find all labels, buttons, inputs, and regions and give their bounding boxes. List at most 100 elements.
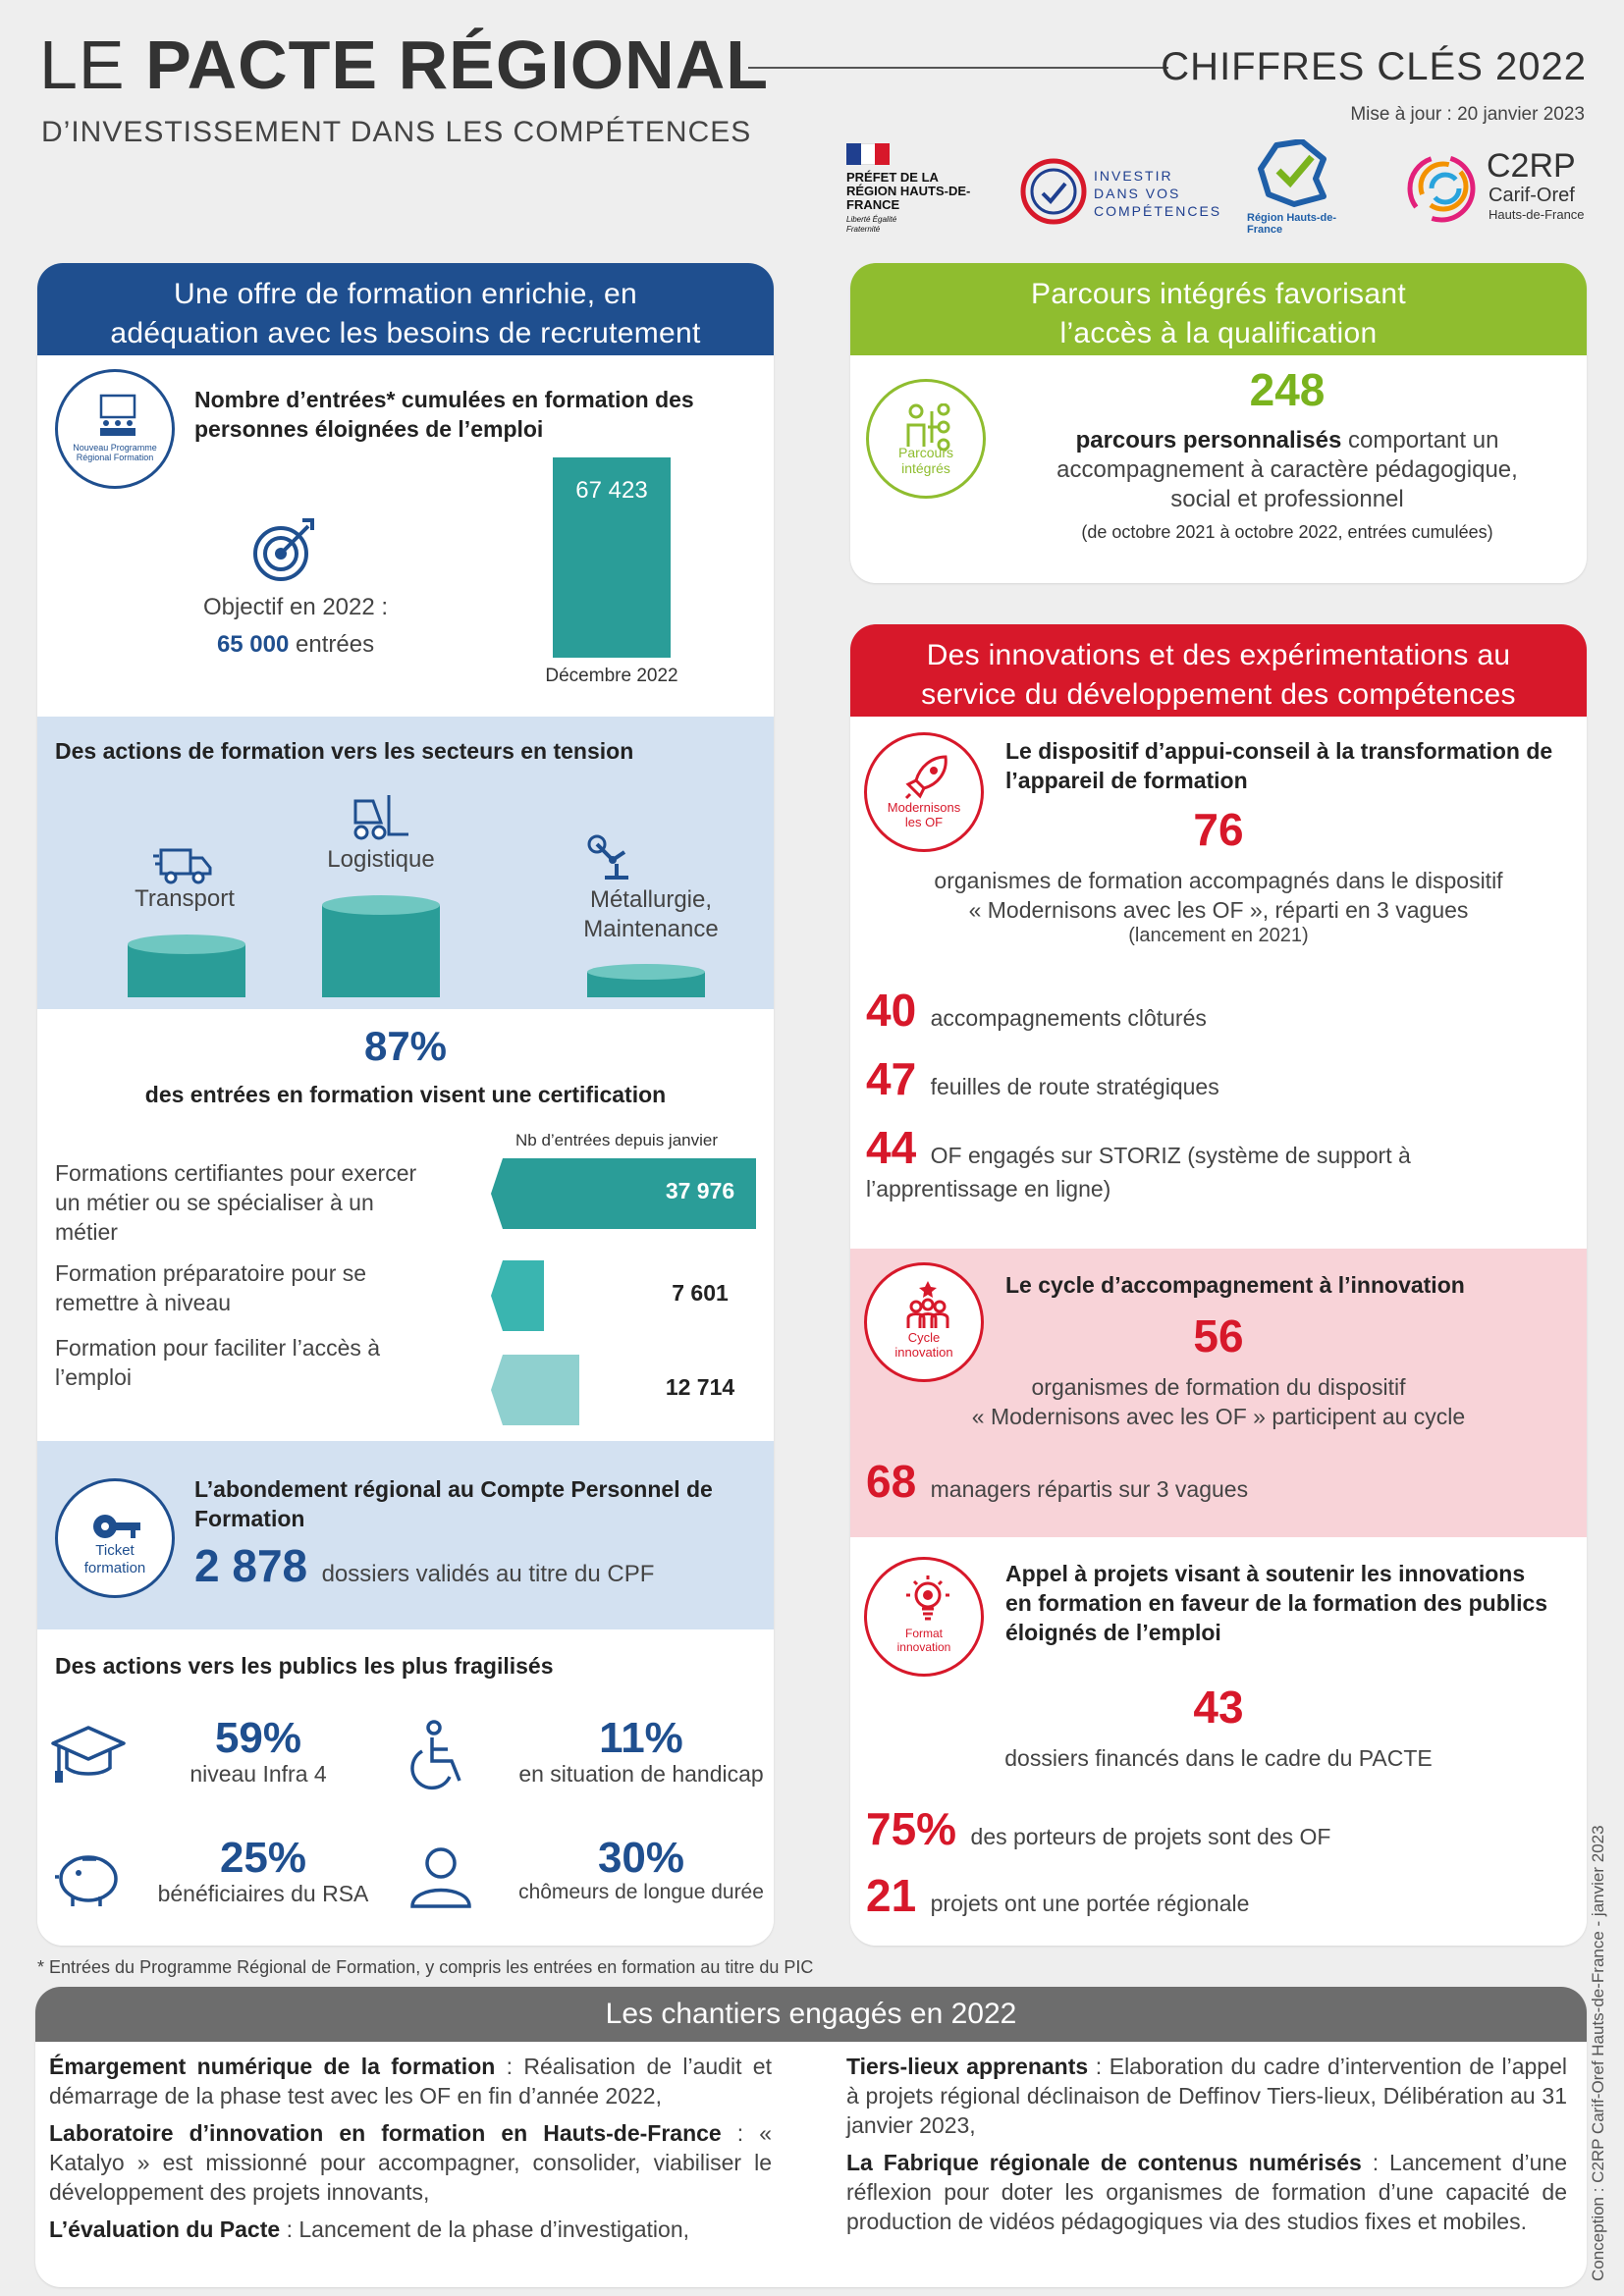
of-stat-1: 47 feuilles de route stratégiques (866, 1053, 1219, 1104)
c2rp-swirl-icon (1407, 154, 1476, 223)
header-divider (748, 67, 1168, 69)
side-credit: Conception : C2RP Carif-Oref Hauts-de-Fr… (1589, 1825, 1607, 2281)
appel-projets-section: Format innovation Appel à projets visant… (850, 1537, 1587, 1946)
key-icon (93, 1515, 140, 1538)
sector-label-metallurgie: Métallurgie, Maintenance (583, 886, 719, 942)
nprf-badge: Nouveau Programme Régional Formation (55, 369, 175, 489)
sectors-title: Des actions de formation vers les secteu… (55, 738, 634, 764)
entries-section: Nouveau Programme Régional Formation Nom… (37, 355, 774, 717)
certification-section: 87% des entrées en formation visent une … (37, 1009, 774, 1441)
ap-stat-1: 21 projets ont une portée régionale (866, 1870, 1250, 1921)
chantier-item: Tiers-lieux apprenants : Elaboration du … (846, 2054, 1567, 2138)
tricolor-flag-icon (846, 143, 891, 165)
entries-value: 67 423 (575, 477, 648, 504)
rocket-icon (904, 755, 947, 800)
appel-projets-title: Appel à projets visant à soutenir les in… (1005, 1561, 1548, 1645)
cpf-section: Ticket formation L’abondement régional a… (37, 1441, 774, 1629)
appel-projets-text: dossiers financés dans le cadre du PACTE (1004, 1745, 1433, 1771)
of-stat-2: 44 OF engagés sur STORIZ (système de sup… (866, 1122, 1411, 1173)
cylinder-logistique (322, 895, 440, 997)
public-stat-0: 59% niveau Infra 4 (189, 1714, 327, 1788)
parcours-network-icon (906, 403, 950, 451)
innovation-card: Des innovations et des expérimentations … (850, 624, 1587, 1946)
c2rp-logo-sub2: Hauts-de-France (1489, 207, 1585, 222)
classroom-icon (99, 394, 136, 436)
public-stat-2: 25% bénéficiaires du RSA (157, 1834, 369, 1907)
chantiers-right: Tiers-lieux apprenants : Elaboration du … (846, 2052, 1567, 2236)
chantier-item: L’évaluation du Pacte : Lancement de la … (49, 2216, 690, 2242)
cert-bar-1 (491, 1260, 544, 1331)
chantiers-card: Les chantiers engagés en 2022 Émargement… (35, 1987, 1587, 2287)
cert-bar-2 (491, 1355, 579, 1425)
person-icon (410, 1847, 471, 1908)
public-stat-3: 30% chômeurs de longue durée (518, 1834, 764, 1904)
entries-bar: 67 423 (553, 457, 671, 658)
page-subtitle: D’INVESTISSEMENT DANS LES COMPÉTENCES (41, 116, 752, 148)
innovation-card-heading: Des innovations et des expérimentations … (850, 624, 1587, 717)
piggy-bank-icon (55, 1855, 118, 1906)
update-date: Mise à jour : 20 janvier 2023 (1350, 104, 1585, 125)
region-map-icon (1258, 139, 1326, 207)
parcours-value: 248 (1249, 364, 1326, 415)
sector-label-transport: Transport (135, 885, 235, 912)
modernisons-text: organismes de formation accompagnés dans… (934, 868, 1503, 946)
chantiers-left: Émargement numérique de la formation : R… (49, 2052, 772, 2244)
certification-text: des entrées en formation visent une cert… (144, 1082, 667, 1107)
cycle-title: Le cycle d’accompagnement à l’innovation (1005, 1272, 1465, 1298)
forklift-icon (353, 795, 408, 840)
sector-cylinders (128, 895, 705, 997)
appel-projets-value: 43 (1193, 1682, 1244, 1733)
chantier-item: Émargement numérique de la formation : R… (49, 2054, 772, 2109)
invest-logo: INVESTIR DANS VOS COMPÉTENCES (1019, 157, 1222, 236)
truck-icon (153, 848, 212, 884)
cpf-stat: 2 878 dossiers validés au titre du CPF (194, 1539, 654, 1592)
cert-value-0: 37 976 (665, 1178, 735, 1203)
cycle-badge: Cycle innovation (864, 1262, 984, 1382)
cylinder-transport (128, 934, 245, 997)
cert-row-label-0: Formations certifiantes pour exercer un … (55, 1160, 417, 1245)
parcours-badge: Parcours intégrés (866, 379, 986, 499)
graduation-cap-icon (51, 1726, 126, 1783)
chantier-item: La Fabrique régionale de contenus numéri… (846, 2150, 1568, 2234)
cert-row-label-1: Formation préparatoire pour se remettre … (55, 1260, 367, 1315)
robot-arm-icon (587, 834, 628, 880)
team-star-icon (906, 1281, 949, 1328)
parcours-text: parcours personnalisés comportant un acc… (1056, 427, 1518, 512)
cpf-value: 2 878 (194, 1540, 308, 1591)
entries-title: Nombre d’entrées* cumulées en formation … (194, 387, 694, 442)
region-logo: Région Hauts-de-France (1239, 139, 1357, 238)
offer-card-heading: Une offre de formation enrichie, en adéq… (37, 263, 774, 355)
cycle-stat: 68 managers répartis sur 3 vagues (866, 1456, 1249, 1507)
objective-value-line: 65 000 entrées (216, 631, 375, 658)
prefet-logo: PRÉFET DE LA RÉGION HAUTS-DE-FRANCE Libe… (846, 143, 994, 234)
objective-block: Objectif en 2022 : 65 000 entrées (192, 589, 399, 664)
cert-value-1: 7 601 (672, 1280, 729, 1306)
certification-percent: 87% (363, 1023, 448, 1069)
cycle-text: organismes de formation du dispositif « … (971, 1374, 1466, 1429)
target-icon (253, 518, 314, 581)
modernisons-badge: Modernisons les OF (864, 732, 984, 852)
parcours-card-heading: Parcours intégrés favorisant l’accès à l… (850, 263, 1587, 355)
key-figures-title: CHIFFRES CLÉS 2022 (1161, 45, 1587, 88)
invest-logo-text: INVESTIR DANS VOS COMPÉTENCES (1094, 168, 1222, 219)
prefet-logo-motto: Liberté Égalité Fraternité (846, 215, 897, 234)
of-stat-2-continued: l’apprentissage en ligne) (866, 1176, 1111, 1201)
entries-period: Décembre 2022 (545, 666, 678, 686)
offer-card: Une offre de formation enrichie, en adéq… (37, 263, 774, 1946)
cert-row-label-2: Formation pour faciliter l’accès à l’emp… (55, 1335, 381, 1390)
parcours-card: Parcours intégrés favorisant l’accès à l… (850, 263, 1587, 583)
invest-seal-icon (1020, 158, 1087, 225)
prefet-logo-text: PRÉFET DE LA RÉGION HAUTS-DE-FRANCE (846, 170, 971, 212)
of-stat-0: 40 accompagnements clôturés (866, 985, 1207, 1036)
lightbulb-gear-icon (906, 1575, 949, 1621)
nprf-badge-label: Nouveau Programme Régional Formation (73, 443, 157, 462)
c2rp-logo: C2RP Carif-Oref Hauts-de-France (1404, 147, 1591, 236)
certification-column-header: Nb d’entrées depuis janvier (514, 1131, 718, 1149)
page-title: LE PACTE RÉGIONAL (39, 27, 770, 103)
modernisons-title: Le dispositif d’appui-conseil à la trans… (1005, 738, 1553, 793)
c2rp-logo-sub: Carif-Oref (1489, 185, 1575, 206)
objective-label: Objectif en 2022 : (202, 594, 389, 620)
public-stat-1: 11% en situation de handicap (518, 1714, 764, 1788)
sector-label-logistique: Logistique (327, 846, 435, 873)
footnote: * Entrées du Programme Régional de Forma… (37, 1957, 814, 1977)
